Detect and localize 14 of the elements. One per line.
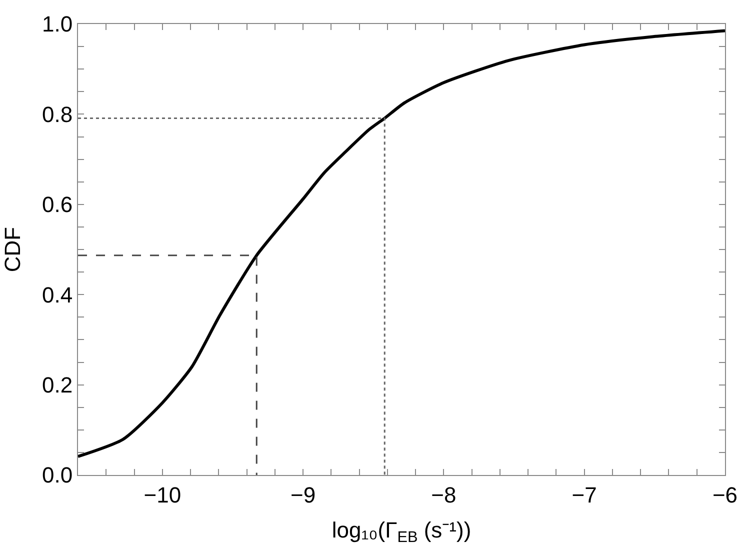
y-axis-title: CDF [0,226,25,272]
y-tick-label: 0.6 [42,192,73,218]
y-tick-label: 1.0 [42,12,73,37]
y-tick-label: 0.4 [42,282,73,308]
y-tick-label: 0.0 [42,462,73,488]
line-series [78,29,725,458]
x-tick-label: −10 [144,482,182,508]
y-tick-label: 0.2 [42,372,73,398]
y-tick-label: 0.8 [42,102,73,127]
x-axis-title: log₁₀(Γ$_{EB}$ (s⁻¹)) [332,517,472,546]
x-tick-label: −8 [431,482,456,508]
x-tick-label: −9 [290,482,316,508]
x-tick-label: −7 [572,482,597,508]
x-tick-label: −6 [712,482,738,508]
